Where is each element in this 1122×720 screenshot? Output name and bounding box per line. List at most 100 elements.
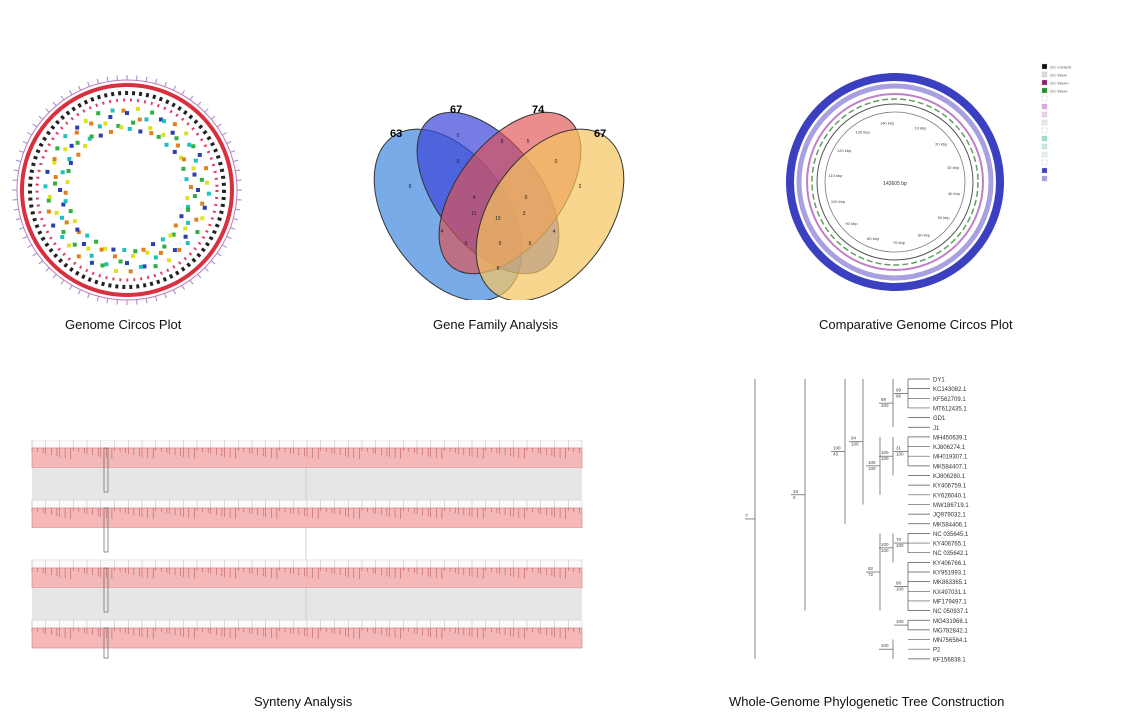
- phylo-bootstrap-label: 94: [851, 436, 857, 441]
- phylo-taxon-label: MH450639.1: [933, 435, 968, 441]
- comp-ring-5: [824, 111, 966, 253]
- circos-feature-dot: [172, 122, 177, 127]
- synteny-marker: [103, 627, 109, 659]
- circos-feature-dot: [172, 149, 177, 154]
- circos-tick: [77, 85, 81, 91]
- phylo-taxon-label: KC143082.1: [933, 387, 967, 393]
- comp-ring-label: 140 kbp: [880, 121, 895, 126]
- circos-feature-dot: [110, 108, 115, 113]
- circos-tick: [164, 293, 167, 299]
- venn-region-label: 15: [495, 216, 501, 222]
- phylo-caption: Whole-Genome Phylogenetic Tree Construct…: [729, 694, 1005, 709]
- phylo-taxon-label: MT612435.1: [933, 406, 967, 412]
- venn-region-label: 3: [523, 211, 526, 217]
- venn-region-label: 6: [529, 241, 532, 247]
- circos-feature-dot: [151, 242, 156, 247]
- circos-feature-dot: [192, 172, 197, 177]
- circos-tick: [154, 296, 158, 302]
- circos-feature-dot: [179, 214, 184, 219]
- phylo-bootstrap-label: 0: [793, 495, 796, 500]
- comparative-circos-panel: 143605 bp 10 kbp 20 kbp 30 kbp 40 kbp 50 kbp 6…: [775, 70, 1035, 300]
- circos-feature-dot: [46, 209, 51, 214]
- circos-feature-dot: [63, 134, 68, 139]
- venn-region-label: 4: [441, 229, 444, 235]
- phylo-bootstrap-label: 87: [745, 513, 749, 518]
- circos-tick: [60, 95, 65, 101]
- circos-feature-dot: [111, 247, 116, 252]
- phylo-bootstrap-label: 100: [896, 586, 904, 591]
- circos-tick: [22, 236, 28, 240]
- circos-tick: [226, 236, 232, 240]
- circos-feature-dot: [193, 158, 198, 163]
- circos-feature-dot: [76, 230, 81, 235]
- circos-feature-dot: [145, 250, 150, 255]
- venn-region-label: 0: [555, 159, 558, 165]
- phylo-taxon-label: MK584406.1: [933, 522, 968, 528]
- circos-feature-dot: [135, 106, 140, 111]
- circos-feature-dot: [55, 146, 60, 151]
- phylo-taxon-label: P2: [933, 648, 941, 654]
- circos-feature-dot: [172, 248, 177, 253]
- circos-feature-dot: [153, 255, 158, 260]
- comp-legend-swatch: [1041, 87, 1048, 94]
- circos-tick: [154, 78, 158, 84]
- circos-tick: [32, 123, 38, 128]
- circos-feature-dot: [116, 123, 121, 128]
- circos-feature-dot: [148, 126, 153, 131]
- phylo-bootstrap-label: 43: [833, 451, 839, 456]
- circos-feature-dot: [104, 262, 109, 267]
- circos-reverse-track: [35, 98, 219, 282]
- circos-feature-dot: [144, 117, 149, 122]
- circos-feature-dot: [183, 226, 188, 231]
- circos-feature-dot: [200, 216, 205, 221]
- circos-tick: [204, 108, 209, 113]
- venn-region-label: 8: [409, 184, 412, 190]
- circos-tick: [13, 208, 19, 211]
- circos-tick: [181, 285, 185, 290]
- circos-tick: [189, 95, 194, 101]
- circos-feature-dot: [206, 191, 211, 196]
- comp-legend-swatch: [1041, 151, 1048, 158]
- circos-feature-dot: [72, 242, 77, 247]
- circos-feature-dot: [138, 129, 143, 134]
- comp-ring-label: 90 kbp: [845, 221, 858, 226]
- genome-circos-panel: [10, 75, 245, 305]
- circos-feature-dot: [72, 219, 77, 224]
- comp-legend-swatch: [1041, 79, 1048, 86]
- circos-feature-dot: [89, 134, 94, 139]
- circos-feature-dot: [58, 188, 63, 192]
- circos-tick: [230, 227, 236, 230]
- circos-feature-dot: [86, 246, 91, 251]
- circos-feature-dot: [76, 254, 81, 259]
- comp-legend-swatch: [1041, 119, 1048, 126]
- circos-tick: [106, 298, 109, 304]
- circos-feature-dot: [76, 152, 81, 157]
- comp-ring-1: [786, 73, 1004, 291]
- circos-tick: [197, 273, 202, 279]
- circos-feature-dot: [60, 235, 65, 240]
- venn-region-label: 0: [525, 195, 528, 201]
- comparative-legend: GC Content GC Skew GC Skew+ GC Skew-: [1040, 62, 1110, 192]
- circos-feature-dot: [187, 142, 192, 147]
- circos-feature-dot: [89, 121, 94, 126]
- circos-feature-dot: [168, 233, 173, 238]
- phylo-taxon-label: KF156838.1: [933, 657, 966, 663]
- circos-feature-dot: [185, 196, 190, 201]
- circos-tick: [216, 252, 222, 257]
- comparative-legend-svg: GC Content GC Skew GC Skew+ GC Skew-: [1041, 63, 1072, 182]
- circos-tick: [197, 101, 202, 107]
- comp-legend-swatch: [1041, 143, 1048, 150]
- venn-region-label: 0: [457, 133, 460, 139]
- circos-tick: [27, 244, 32, 248]
- phylo-taxon-label: KJ806274.1: [933, 445, 966, 451]
- circos-tick: [210, 115, 216, 120]
- phylo-taxon-label: MN756584.1: [933, 638, 968, 644]
- circos-tick: [173, 85, 177, 91]
- synteny-gap: [32, 468, 582, 500]
- circos-feature-dot: [83, 119, 88, 124]
- phylo-bootstrap-label: 89: [881, 397, 887, 402]
- comp-ring-4: [816, 103, 974, 261]
- circos-tick: [222, 244, 227, 248]
- comp-ring-label: 110 kbp: [828, 173, 843, 178]
- comp-ring-label: 10 kbp: [915, 126, 928, 131]
